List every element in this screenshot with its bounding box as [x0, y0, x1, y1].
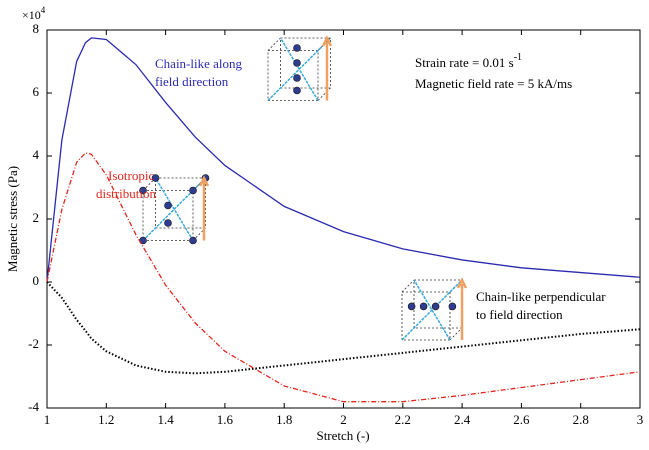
particle	[293, 74, 301, 82]
particle	[139, 186, 147, 195]
y-tick-label: 6	[33, 84, 40, 99]
condition-text: Strain rate = 0.01 s	[415, 55, 514, 70]
chain	[154, 177, 194, 241]
x-tick-label: 1.2	[98, 412, 114, 427]
cube-face	[280, 37, 331, 89]
y-tick-label: 4	[33, 147, 40, 162]
x-tick-label: 2.4	[454, 412, 471, 427]
particle	[419, 302, 428, 311]
x-tick-label: 2	[340, 412, 347, 427]
y-tick-label: 8	[33, 21, 40, 36]
x-tick-label: 2.8	[573, 412, 589, 427]
x-tick-label: 3	[637, 412, 644, 427]
particle	[293, 59, 301, 67]
cube-edge	[142, 177, 156, 191]
particle	[164, 219, 172, 227]
condition: Magnetic field rate = 5 kA/ms	[415, 76, 572, 91]
field-arrow	[456, 277, 468, 340]
annotation: field direction	[155, 74, 229, 89]
x-tick-label: 2.6	[513, 412, 530, 427]
cube-face	[155, 177, 206, 229]
x-tick-label: 1	[44, 412, 51, 427]
particle	[431, 302, 440, 311]
icons	[139, 35, 468, 341]
y-tick-label: 0	[33, 273, 40, 288]
cube-face	[401, 291, 451, 341]
particle	[151, 174, 160, 182]
cube-edge	[267, 37, 281, 51]
x-tick-label: 2.2	[395, 412, 411, 427]
series-line	[46, 152, 641, 403]
cube-edge	[192, 177, 206, 191]
y-multiplier-exponent: 4	[41, 5, 46, 15]
annotation: to field direction	[476, 307, 563, 322]
x-tick-label: 1.6	[217, 412, 234, 427]
cube-face	[267, 50, 319, 101]
particle	[293, 44, 301, 52]
x-axis-label: Stretch (-)	[316, 428, 369, 443]
chain	[413, 279, 451, 341]
series-line	[46, 281, 641, 375]
annotation: Isotropic	[108, 168, 154, 183]
y-tick-label: -2	[28, 336, 39, 351]
x-tick-label: 1.4	[157, 412, 174, 427]
y-multiplier: ×104	[22, 5, 46, 22]
particle	[448, 302, 457, 311]
cube-edge	[192, 227, 206, 241]
particle	[189, 186, 197, 195]
annotation: Chain-like perpendicular	[476, 289, 606, 304]
cube-edge	[449, 327, 463, 341]
particle	[164, 201, 172, 210]
annotation: distribution	[96, 186, 156, 201]
y-tick-label: -4	[28, 399, 39, 414]
field-arrow	[198, 175, 210, 241]
particle	[189, 236, 197, 245]
y-axis-label: Magnetic stress (Pa)	[5, 166, 20, 272]
chain	[279, 37, 319, 101]
y-multiplier-base: ×10	[22, 8, 41, 22]
particle	[407, 302, 416, 311]
x-tick-label: 1.8	[276, 412, 292, 427]
annotation: Chain-like along	[155, 56, 243, 71]
cube-edge	[401, 279, 415, 293]
cube-face	[142, 190, 194, 241]
particle	[293, 86, 301, 95]
condition: Strain rate = 0.01 s-1	[415, 52, 522, 70]
series-line	[46, 37, 641, 283]
y-tick-label: 2	[33, 210, 40, 225]
condition-superscript: -1	[514, 52, 522, 63]
field-arrow	[321, 35, 333, 101]
cube-edge	[317, 87, 331, 101]
